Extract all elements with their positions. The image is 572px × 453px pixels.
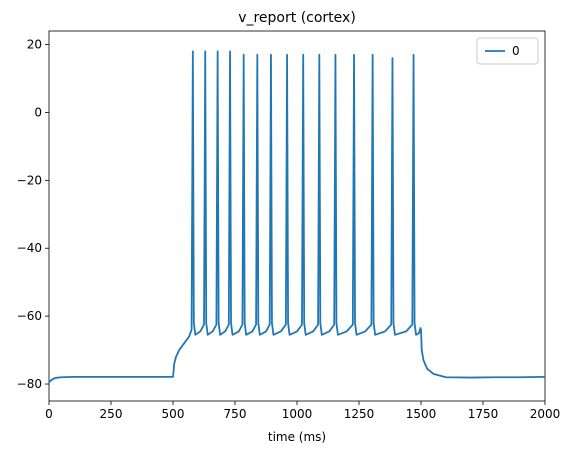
x-tick-label: 1000	[282, 407, 313, 421]
series-layer	[48, 50, 546, 383]
y-tick-label: −20	[17, 173, 42, 187]
x-axis-label: time (ms)	[268, 430, 326, 444]
x-tick-label: 0	[45, 407, 53, 421]
plot-area	[48, 30, 546, 402]
x-tick-label: 500	[162, 407, 185, 421]
x-tick-label: 2000	[530, 407, 561, 421]
legend-label: 0	[512, 44, 520, 58]
series-line-0	[48, 50, 546, 383]
y-axis: 20 0 −20 −40 −60 −80	[17, 38, 49, 391]
plot-frame	[48, 30, 546, 402]
x-axis: 0 250 500 750 1000 1250 1500 1750 2000	[45, 401, 560, 421]
x-tick-label: 750	[224, 407, 247, 421]
legend: 0	[476, 37, 539, 65]
chart-title: v_report (cortex)	[238, 10, 356, 26]
y-tick-label: −40	[17, 241, 42, 255]
y-tick-label: −80	[17, 377, 42, 391]
legend-box	[476, 37, 539, 65]
x-tick-label: 1500	[406, 407, 437, 421]
y-tick-label: 20	[27, 38, 42, 52]
y-tick-label: 0	[34, 105, 42, 119]
x-tick-label: 250	[100, 407, 123, 421]
x-tick-label: 1250	[344, 407, 375, 421]
y-tick-label: −60	[17, 309, 42, 323]
x-tick-label: 1750	[468, 407, 499, 421]
